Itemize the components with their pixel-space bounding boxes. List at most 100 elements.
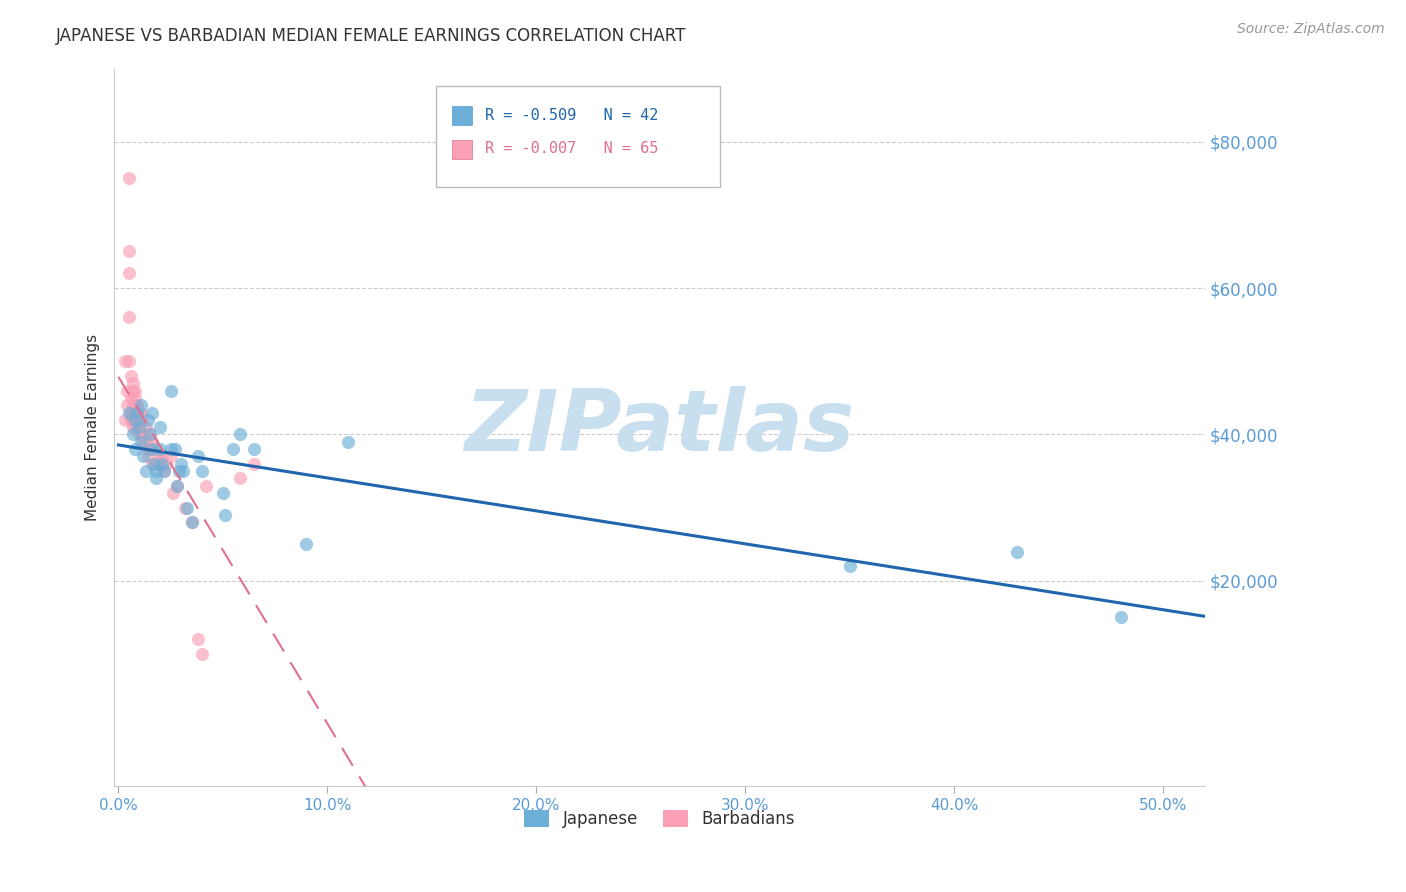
Point [191, 464, 214, 478]
Y-axis label: Median Female Earnings: Median Female Earnings [86, 334, 100, 521]
Point [1111, 610, 1133, 624]
Point [149, 442, 172, 456]
Point [136, 413, 159, 427]
Legend: Japanese, Barbadians: Japanese, Barbadians [517, 804, 801, 835]
Point [159, 442, 181, 456]
Point [1005, 544, 1028, 558]
Point [120, 413, 142, 427]
Point [118, 354, 141, 368]
Point [167, 464, 190, 478]
Text: ZIPatlas: ZIPatlas [464, 385, 855, 468]
Point [150, 457, 173, 471]
FancyBboxPatch shape [436, 87, 720, 186]
Point [122, 405, 145, 419]
Point [180, 516, 202, 530]
Point [153, 464, 176, 478]
Point [128, 427, 150, 442]
Point [124, 398, 146, 412]
Point [122, 413, 145, 427]
Point [122, 384, 145, 398]
Point [115, 398, 138, 412]
Point [114, 354, 136, 368]
Point [149, 450, 172, 464]
Point [124, 405, 146, 419]
Point [142, 442, 165, 456]
Point [128, 405, 150, 419]
Point [149, 457, 172, 471]
Point [124, 391, 146, 405]
Point [195, 479, 218, 493]
Point [124, 420, 146, 434]
Point [145, 457, 167, 471]
Point [135, 434, 157, 449]
Text: JAPANESE VS BARBADIAN MEDIAN FEMALE EARNINGS CORRELATION CHART: JAPANESE VS BARBADIAN MEDIAN FEMALE EARN… [56, 27, 686, 45]
Point [122, 427, 145, 442]
Point [127, 420, 149, 434]
Point [132, 450, 155, 464]
Point [170, 457, 193, 471]
Point [131, 398, 153, 412]
Point [212, 486, 235, 500]
Point [131, 427, 153, 442]
Point [138, 427, 160, 442]
Point [222, 442, 245, 456]
Point [155, 457, 177, 471]
Point [172, 464, 194, 478]
Point [132, 434, 155, 449]
Point [136, 450, 159, 464]
Point [150, 450, 173, 464]
Point [228, 471, 250, 485]
Point [180, 516, 202, 530]
Point [131, 434, 153, 449]
Point [138, 442, 160, 456]
Point [228, 427, 250, 442]
Point [142, 457, 165, 471]
Bar [453, 106, 472, 125]
Point [243, 457, 266, 471]
Point [124, 413, 146, 427]
Point [127, 398, 149, 412]
Point [166, 479, 188, 493]
Point [176, 500, 198, 515]
Point [122, 420, 145, 434]
Point [162, 486, 184, 500]
Point [141, 457, 163, 471]
Text: R = -0.509   N = 42: R = -0.509 N = 42 [485, 108, 658, 122]
Point [127, 405, 149, 419]
Point [135, 420, 157, 434]
Point [120, 405, 142, 419]
Point [141, 442, 163, 456]
Point [174, 500, 197, 515]
Point [145, 471, 167, 485]
Point [114, 413, 136, 427]
Point [131, 413, 153, 427]
Point [118, 405, 141, 419]
Point [127, 413, 149, 427]
Bar [453, 139, 472, 159]
Point [187, 632, 209, 647]
Point [122, 376, 145, 391]
Point [120, 413, 142, 427]
Point [166, 479, 188, 493]
Point [163, 442, 186, 456]
Point [124, 442, 146, 456]
Point [243, 442, 266, 456]
Text: R = -0.007   N = 65: R = -0.007 N = 65 [485, 141, 658, 156]
Point [127, 405, 149, 419]
Point [145, 464, 167, 478]
Point [128, 420, 150, 434]
Point [122, 405, 145, 419]
Point [149, 420, 172, 434]
Point [337, 434, 360, 449]
Point [128, 420, 150, 434]
Point [187, 450, 209, 464]
Point [131, 405, 153, 419]
Point [128, 413, 150, 427]
Point [159, 384, 181, 398]
Point [122, 398, 145, 412]
Point [138, 427, 160, 442]
Point [295, 537, 318, 551]
Point [118, 267, 141, 281]
Point [141, 405, 163, 419]
Point [135, 464, 157, 478]
